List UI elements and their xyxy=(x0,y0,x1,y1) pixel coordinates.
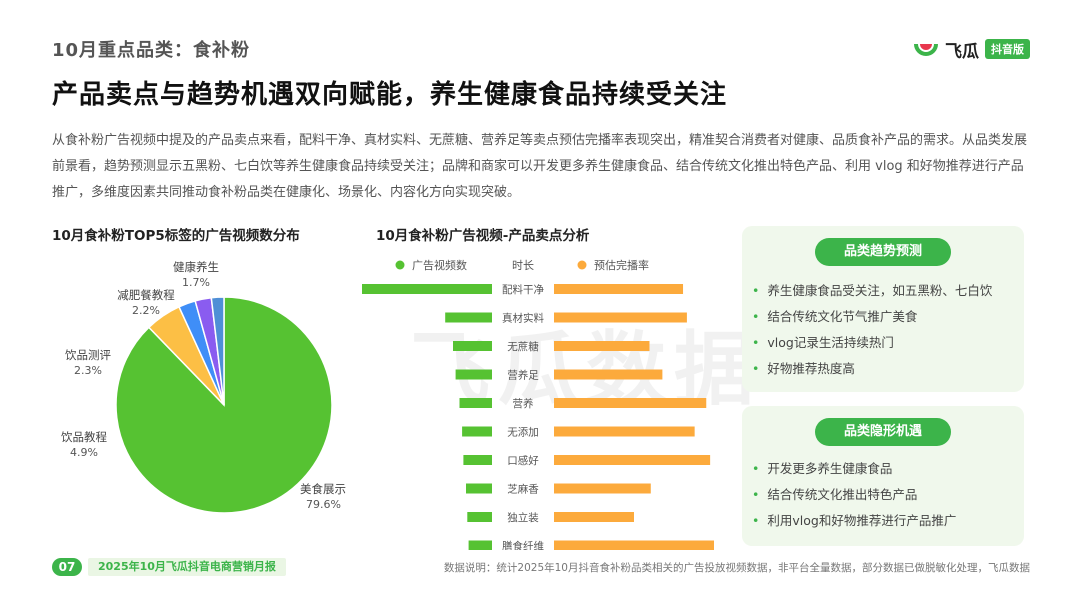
hidden-opportunity-list: • 开发更多养生健康食品 • 结合传统文化推出特色产品 • 利用vlog和好物推荐进行… xyxy=(752,456,956,534)
page-subtitle: 10月重点品类：食补粉 xyxy=(52,40,251,61)
list-item: • 结合传统文化推出特色产品 xyxy=(752,487,918,502)
bar-category-label: 口感好 xyxy=(507,454,539,467)
bar-completion-rate xyxy=(554,284,684,294)
watermelon-logo-icon xyxy=(914,43,938,56)
bar-video-count xyxy=(468,540,492,550)
report-name: 2025年10月飞瓜抖音电商营销月报 xyxy=(88,558,286,576)
bar-completion-rate xyxy=(554,426,695,437)
legend-label: 预估完播率 xyxy=(594,258,649,272)
bar-chart-title: 10月食补粉广告视频-产品卖点分析 xyxy=(376,228,590,244)
trend-forecast-list: • 养生健康食品受关注，如五黑粉、七白饮 • 结合传统文化节气推广美食 • vlog记… xyxy=(752,278,992,382)
data-note: 数据说明：统计2025年10月抖音食补粉品类相关的广告投放视频数据，非平台全量数… xyxy=(443,562,1030,574)
pie-slice-value: 79.6% xyxy=(306,498,341,511)
legend-label: 时长 xyxy=(512,259,534,272)
bar-category-label: 营养 xyxy=(513,397,534,410)
legend-marker xyxy=(395,260,405,270)
bar-completion-rate xyxy=(554,483,651,494)
list-item: • 好物推荐热度高 xyxy=(752,361,855,376)
bar-completion-rate xyxy=(554,369,663,380)
pie-slice-value: 1.7% xyxy=(182,276,210,289)
bar-category-label: 芝麻香 xyxy=(507,483,539,496)
trend-forecast-title: 品类趋势预测 xyxy=(815,238,951,266)
bar-video-count xyxy=(453,341,492,351)
pie-chart-title: 10月食补粉TOP5标签的广告视频数分布 xyxy=(52,228,300,244)
bar-category-label: 独立装 xyxy=(507,511,539,524)
legend-marker xyxy=(577,260,587,270)
pie-slice-label: 健康养生 xyxy=(173,260,219,274)
page-number: 07 xyxy=(52,558,82,576)
pie-slice-label: 饮品测评 xyxy=(65,348,111,362)
hidden-opportunity-title: 品类隐形机遇 xyxy=(815,418,951,446)
pie-chart: 美食展示 79.6% 饮品教程 4.9% 饮品测评 2.3% 减肥餐教程 2.2% 健康养生 1.… xyxy=(61,260,346,514)
bar-video-count xyxy=(462,426,492,437)
bar-completion-rate xyxy=(554,540,714,550)
bar-completion-rate xyxy=(554,341,650,351)
hidden-opportunity-panel: 品类隐形机遇 • 开发更多养生健康食品 • 结合传统文化推出特色产品 • 利用vlog… xyxy=(742,406,1024,546)
bar-category-label: 真材实料 xyxy=(502,312,544,325)
bar-video-count xyxy=(463,455,492,465)
list-item: • 利用vlog和好物推荐进行产品推广 xyxy=(752,513,957,528)
bar-chart: 广告视频数 时长 预估完播率配料干净真材实料无蔗糖营养足营养无添加口感好芝麻香独立装… xyxy=(362,258,714,551)
bar-category-label: 无蔗糖 xyxy=(507,340,539,353)
page-headline: 产品卖点与趋势机遇双向赋能，养生健康食品持续受关注 xyxy=(52,80,728,110)
pie-slice-label: 减肥餐教程 xyxy=(117,288,175,302)
pie-slice-value: 2.2% xyxy=(132,304,160,317)
bar-video-count xyxy=(467,512,492,522)
logo-badge: 抖音版 xyxy=(985,39,1030,59)
pie-slice xyxy=(210,296,225,406)
pie-slice-label: 饮品教程 xyxy=(61,430,107,444)
bar-completion-rate xyxy=(554,455,711,465)
bar-category-label: 营养足 xyxy=(507,369,539,382)
list-item: • 开发更多养生健康食品 xyxy=(752,461,893,476)
summary-paragraph: 从食补粉广告视频中提及的产品卖点来看，配料干净、真材实料、无蔗糖、营养足等卖点预… xyxy=(52,133,1028,200)
list-item: • 结合传统文化节气推广美食 xyxy=(752,309,918,324)
bar-completion-rate xyxy=(554,398,707,408)
list-item: • vlog记录生活持续热门 xyxy=(752,335,894,350)
pie-slice-value: 4.9% xyxy=(70,446,98,459)
list-item: • 养生健康食品受关注，如五黑粉、七白饮 xyxy=(752,283,993,298)
bar-completion-rate xyxy=(554,312,687,323)
pie-slice-value: 2.3% xyxy=(74,364,102,377)
bar-video-count xyxy=(445,312,492,323)
bar-video-count xyxy=(455,369,492,380)
bar-category-label: 配料干净 xyxy=(502,283,544,296)
brand-logo: 飞瓜 抖音版 xyxy=(913,36,1030,62)
bar-category-label: 膳食纤维 xyxy=(502,540,544,551)
bar-completion-rate xyxy=(554,512,634,522)
bar-video-count xyxy=(459,398,492,408)
legend-label: 广告视频数 xyxy=(412,258,467,272)
logo-text: 飞瓜 xyxy=(945,41,979,62)
bar-category-label: 无添加 xyxy=(507,426,539,439)
bar-video-count xyxy=(362,284,492,294)
bar-video-count xyxy=(466,483,492,494)
trend-forecast-panel: 品类趋势预测 • 养生健康食品受关注，如五黑粉、七白饮 • 结合传统文化节气推广美食… xyxy=(742,226,1024,392)
pie-slice-label: 美食展示 xyxy=(300,482,346,496)
